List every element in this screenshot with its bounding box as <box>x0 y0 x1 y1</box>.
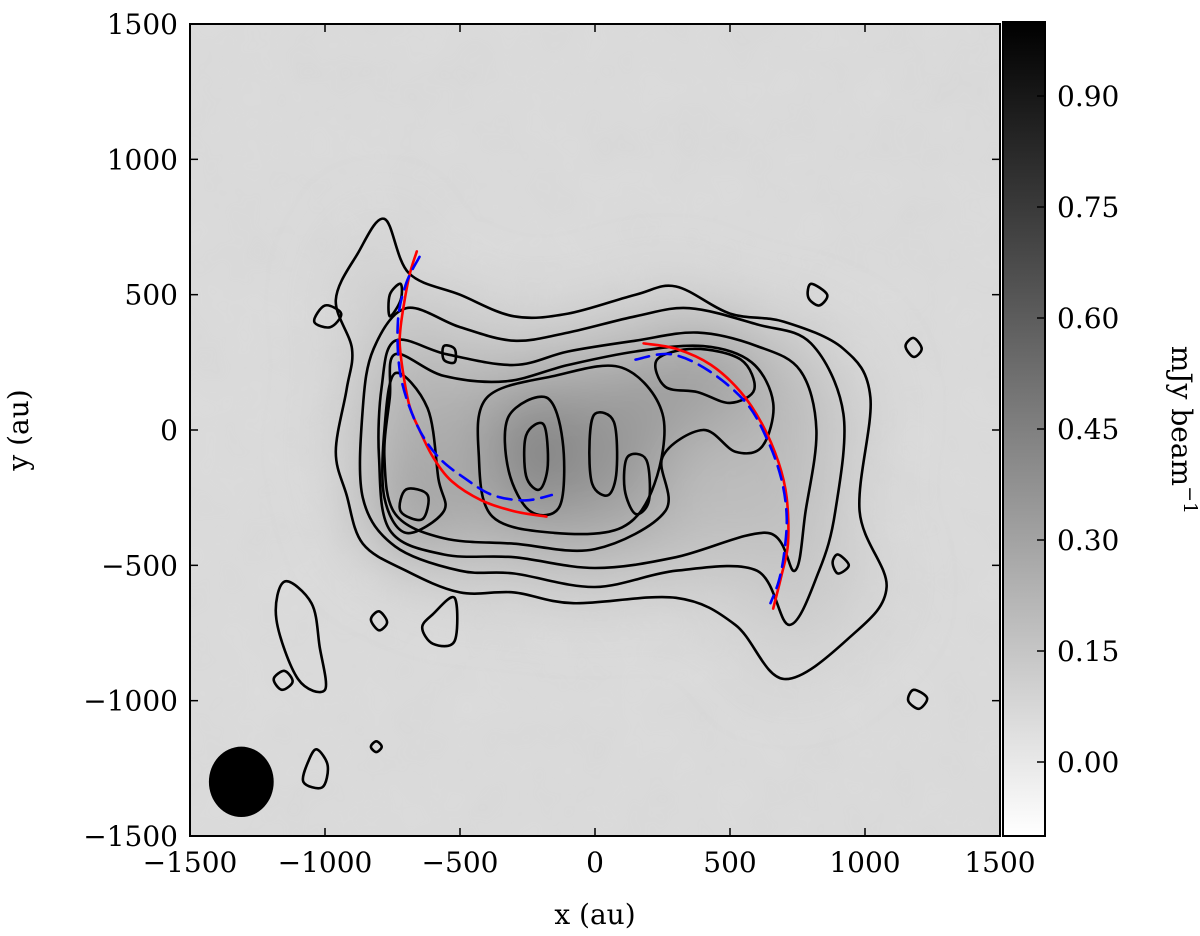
x-tick-label: −500 <box>422 846 499 879</box>
x-tick-label: 1500 <box>964 846 1035 879</box>
arc-layer <box>396 250 790 610</box>
colorbar-label-text: mJy beam <box>1165 346 1198 486</box>
contour-line <box>381 371 447 535</box>
colorbar-tick-label: 0.00 <box>1057 746 1119 779</box>
y-tick-label: 1500 <box>107 8 178 41</box>
colorbar-tick-label: 0.15 <box>1057 635 1119 668</box>
contour-line <box>622 452 652 516</box>
y-tick-label: 1000 <box>107 143 178 176</box>
contour-line <box>387 282 404 318</box>
x-tick-label: −1000 <box>278 846 373 879</box>
y-tick-label: 0 <box>160 414 178 447</box>
fitted-arc-east-solid <box>642 342 790 610</box>
contour-line <box>588 411 619 497</box>
y-tick-label: −1000 <box>83 685 178 718</box>
x-tick-label: 1000 <box>829 846 900 879</box>
contour-line <box>420 595 459 648</box>
colorbar-label-superscript: −1 <box>1179 486 1200 514</box>
contour-line <box>312 304 343 329</box>
contour-line <box>904 336 923 359</box>
contour-line <box>831 553 851 575</box>
contour-line <box>398 487 430 522</box>
contour-line <box>358 306 846 627</box>
contour-line <box>334 217 888 681</box>
y-axis-ticks: −1500 −1000 −500 0 500 1000 1500 <box>83 8 1000 853</box>
fitted-arc-east-dashed <box>634 352 789 605</box>
contour-line <box>272 669 294 692</box>
beam-ellipse <box>208 746 274 818</box>
colorbar-tick-label: 0.45 <box>1057 413 1119 446</box>
emission-peak <box>505 401 566 502</box>
image-panel <box>189 23 1001 837</box>
x-axis-ticks: −1500 −1000 −500 0 500 1000 1500 <box>143 24 1036 879</box>
x-tick-label: 500 <box>703 846 756 879</box>
contour-line <box>274 580 328 694</box>
contour-line <box>382 344 775 553</box>
fitted-arc-west-dashed <box>396 255 554 502</box>
colorbar-tick-label: 0.60 <box>1057 302 1119 335</box>
colorbar: 0.00 0.15 0.30 0.45 0.60 0.75 0.90 mJy beam−1 <box>1002 21 1200 837</box>
contour-line <box>301 748 330 790</box>
y-tick-label: −500 <box>101 549 178 582</box>
colorbar-ticks: 0.00 0.15 0.30 0.45 0.60 0.75 0.90 <box>1037 80 1119 779</box>
contour-line <box>806 282 829 307</box>
x-axis-label: x (au) <box>554 898 635 931</box>
colorbar-label: mJy beam−1 <box>1165 346 1200 514</box>
x-tick-label: 0 <box>586 846 604 879</box>
contour-layer <box>272 217 929 790</box>
x-tick-label: −1500 <box>143 846 238 879</box>
colorbar-tick-label: 0.90 <box>1057 80 1119 113</box>
colorbar-tick-label: 0.75 <box>1057 191 1119 224</box>
contour-line <box>906 688 929 711</box>
y-tick-label: −1500 <box>83 820 178 853</box>
colorbar-tick-label: 0.30 <box>1057 524 1119 557</box>
beam-layer <box>208 746 274 818</box>
contour-line <box>377 331 818 573</box>
y-tick-label: 500 <box>125 279 178 312</box>
contour-line <box>369 610 389 632</box>
contour-line <box>441 344 458 365</box>
emission-layer <box>335 218 887 680</box>
contour-line <box>369 740 383 754</box>
emission-peak <box>600 415 661 516</box>
y-axis-label: y (au) <box>2 389 35 471</box>
contour-line <box>503 395 566 517</box>
contour-line <box>522 421 550 492</box>
